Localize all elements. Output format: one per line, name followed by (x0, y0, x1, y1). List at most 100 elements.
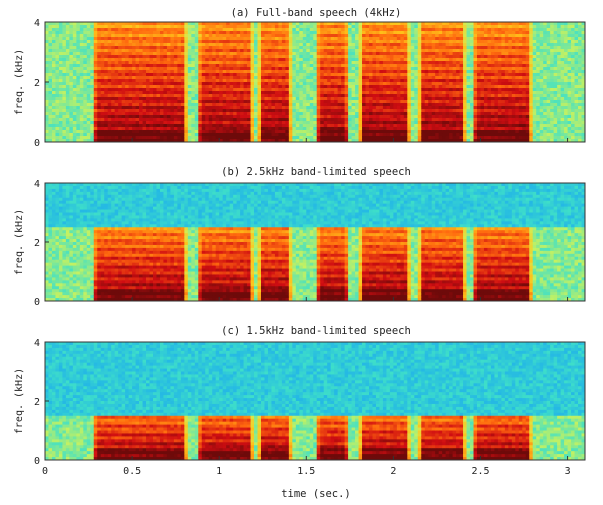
spectrogram-cell (166, 73, 171, 77)
spectrogram-cell (104, 22, 109, 26)
spectrogram-cell (79, 100, 84, 104)
spectrogram-cell (45, 64, 49, 68)
spectrogram-cell (313, 73, 318, 77)
spectrogram-cell (431, 88, 436, 92)
spectrogram-cell (48, 124, 53, 128)
spectrogram-cell (375, 133, 380, 137)
spectrogram-cell (159, 58, 164, 62)
spectrogram-cell (414, 73, 419, 77)
spectrogram-cell (274, 103, 279, 107)
spectrogram-cell (306, 133, 311, 137)
spectrogram-cell (86, 139, 91, 143)
spectrogram-cell (456, 85, 460, 89)
spectrogram-cell (438, 118, 443, 122)
spectrogram-cell (393, 118, 398, 122)
spectrogram-cell (132, 55, 136, 59)
spectrogram-cell (382, 64, 387, 68)
spectrogram-cell (83, 58, 88, 62)
spectrogram-cell (212, 76, 217, 80)
spectrogram-cell (90, 70, 95, 74)
spectrogram-cell (173, 82, 178, 86)
spectrogram-cell (327, 118, 332, 122)
spectrogram-cell (410, 91, 415, 95)
spectrogram-cell (410, 127, 415, 131)
spectrogram-cell (121, 103, 126, 107)
spectrogram-cell (222, 52, 227, 56)
spectrogram-cell (180, 52, 185, 56)
spectrogram-cell (362, 133, 366, 137)
spectrogram-cell (351, 121, 356, 125)
spectrogram-cell (337, 100, 342, 104)
spectrogram-cell (170, 85, 175, 89)
spectrogram-cell (295, 67, 300, 71)
spectrogram-cell (379, 109, 384, 113)
spectrogram-cell (208, 43, 213, 47)
spectrogram-cell (295, 94, 300, 98)
spectrogram-cell (48, 118, 53, 122)
spectrogram-cell (243, 73, 248, 77)
spectrogram-cell (250, 31, 255, 35)
spectrogram-cell (358, 130, 363, 134)
spectrogram-cell (316, 121, 321, 125)
spectrogram-cell (442, 49, 447, 53)
spectrogram-cell (69, 82, 74, 86)
spectrogram-cell (470, 73, 474, 77)
spectrogram-cell (58, 88, 63, 92)
spectrogram-cell (313, 40, 318, 44)
spectrogram-cell (48, 133, 53, 137)
spectrogram-cell (452, 58, 457, 62)
spectrogram-cell (156, 40, 161, 44)
spectrogram-cell (477, 91, 481, 95)
spectrogram-cell (100, 112, 105, 116)
spectrogram-cell (295, 31, 300, 35)
spectrogram-cell (159, 22, 164, 26)
spectrogram-cell (173, 46, 178, 50)
spectrogram-cell (111, 127, 116, 131)
spectrogram-cell (445, 25, 450, 29)
spectrogram-cell (205, 73, 210, 77)
spectrogram-cell (323, 100, 328, 104)
spectrogram-cell (254, 43, 258, 47)
spectrogram-cell (417, 40, 422, 44)
spectrogram-cell (226, 100, 231, 104)
spectrogram-cell (250, 34, 255, 38)
spectrogram-cell (229, 82, 234, 86)
spectrogram-cell (355, 94, 359, 98)
spectrogram-cell (299, 115, 304, 119)
spectrogram-cell (327, 64, 332, 68)
spectrogram-cell (194, 79, 199, 83)
spectrogram-cell (48, 22, 53, 26)
spectrogram-cell (400, 91, 405, 95)
spectrogram-cell (386, 43, 391, 47)
spectrogram-cell (135, 136, 140, 140)
spectrogram-cell (208, 136, 213, 140)
spectrogram-cell (414, 112, 419, 116)
spectrogram-cell (62, 121, 67, 125)
spectrogram-cell (428, 46, 433, 50)
spectrogram-cell (261, 73, 265, 77)
spectrogram-cell (323, 67, 328, 71)
spectrogram-cell (362, 52, 366, 56)
spectrogram-cell (320, 121, 325, 125)
spectrogram-cell (132, 133, 136, 137)
spectrogram-cell (69, 112, 74, 116)
spectrogram-cell (62, 97, 67, 101)
spectrogram-cell (316, 115, 321, 119)
spectrogram-cell (125, 100, 130, 104)
spectrogram-cell (69, 76, 74, 80)
spectrogram-cell (389, 31, 394, 35)
spectrogram-cell (233, 79, 238, 83)
spectrogram-cell (139, 76, 143, 80)
spectrogram-cell (93, 58, 98, 62)
spectrogram-cell (191, 127, 196, 131)
spectrogram-cell (452, 43, 457, 47)
spectrogram-cell (76, 85, 81, 89)
spectrogram-cell (104, 37, 109, 41)
spectrogram-cell (191, 133, 196, 137)
spectrogram-cell (173, 100, 178, 104)
spectrogram-cell (58, 100, 63, 104)
spectrogram-cell (302, 85, 307, 89)
spectrogram-cell (271, 67, 276, 71)
spectrogram-cell (222, 49, 227, 53)
spectrogram-cell (281, 61, 286, 65)
